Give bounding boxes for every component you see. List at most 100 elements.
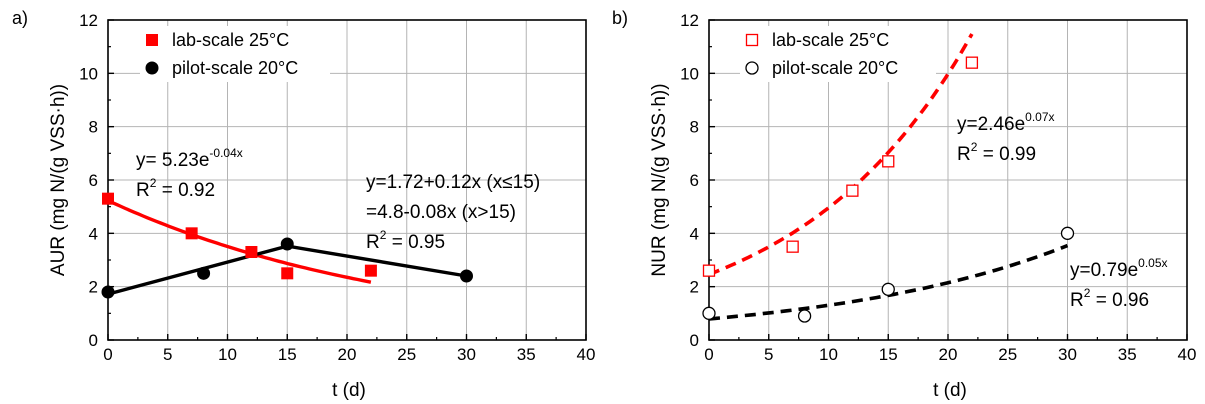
equation-text: y=1.72+0.12x (x≤15)	[366, 172, 540, 193]
x-tick-label: 0	[103, 345, 112, 364]
data-point-lab-scale	[102, 192, 114, 205]
equation-line: y=2.46e0.07x	[957, 110, 1055, 135]
equation-line: R2 = 0.96	[1070, 286, 1149, 311]
equation-line: y=1.72+0.12x (x≤15)	[366, 172, 540, 193]
data-point-pilot-scale	[881, 282, 895, 296]
panel-a: a) 0 5 10 15 20 25 30 35 40 0 2 4 6 8 10 12 t (d) AUR (mg …	[12, 8, 595, 401]
x-tick-label: 35	[517, 345, 536, 364]
x-tick-label: 25	[397, 345, 416, 364]
legend: lab-scale 25°C pilot-scale 20°C	[140, 26, 330, 82]
equation-text: y= 5.23e	[136, 150, 209, 171]
legend-marker	[146, 34, 158, 46]
data-point-pilot-scale	[797, 309, 812, 323]
equation-annotation: y=2.46e0.07x R2 = 0.99	[957, 110, 1055, 165]
y-tick-label: 2	[89, 278, 98, 297]
x-tick-label: 25	[998, 345, 1017, 364]
y-axis-title: AUR (mg N/(g VSS·h))	[48, 84, 69, 276]
panel-label: b)	[612, 8, 628, 28]
y-tick-label: 12	[79, 11, 98, 30]
y-tick-label: 0	[89, 331, 98, 350]
data-point-lab-scale	[185, 227, 198, 240]
data-point-lab-scale	[786, 240, 799, 253]
equation-line: R2 = 0.99	[957, 140, 1036, 165]
fit-line-lab-scale	[107, 198, 372, 284]
data-point-pilot-scale	[460, 269, 473, 283]
x-tick-label: 5	[764, 345, 773, 364]
data-point-lab-scale	[965, 56, 979, 69]
equation-text: = 0.92	[156, 180, 215, 201]
data-point-lab-scale	[846, 184, 859, 197]
equation-superscript: 0.07x	[1025, 110, 1054, 124]
x-tick-label: 20	[338, 345, 357, 364]
y-tick-label: 2	[690, 278, 699, 297]
equation-superscript: 2	[971, 140, 978, 154]
data-point-pilot-scale	[702, 306, 716, 320]
panel-label: a)	[12, 8, 28, 28]
y-tick-label: 8	[89, 118, 98, 137]
equation-annotation: y=1.72+0.12x (x≤15) =4.8-0.08x (x>15) R2 …	[366, 172, 540, 253]
data-point-pilot-scale	[197, 266, 211, 280]
equation-superscript: 2	[1084, 286, 1091, 300]
equation-superscript: 0.05x	[1138, 256, 1167, 270]
y-tick-label: 0	[690, 331, 699, 350]
equation-text: y=0.79e	[1070, 260, 1138, 281]
y-axis-title: NUR (mg N/(g VSS·h))	[649, 83, 670, 276]
data-point-lab-scale	[245, 246, 258, 258]
y-tick-label: 6	[690, 171, 699, 190]
equation-annotation: y=0.79e0.05x R2 = 0.96	[1070, 256, 1168, 311]
legend-marker	[745, 33, 759, 47]
data-point-lab-scale	[364, 264, 377, 277]
equation-line: y= 5.23e-0.04x	[136, 146, 243, 171]
legend-label: lab-scale 25°C	[172, 30, 289, 50]
x-tick-label: 30	[457, 345, 476, 364]
x-tick-label: 10	[218, 345, 237, 364]
x-tick-label: 40	[1178, 345, 1197, 364]
x-tick-label: 15	[879, 345, 898, 364]
data-point-lab-scale	[281, 267, 294, 280]
legend-label: lab-scale 25°C	[772, 30, 889, 50]
equation-line: R2 = 0.92	[136, 176, 215, 201]
y-tick-label: 8	[690, 118, 699, 137]
legend-marker	[745, 61, 759, 75]
x-tick-label: 0	[704, 345, 713, 364]
equation-text: R	[136, 180, 150, 201]
legend: lab-scale 25°C pilot-scale 20°C	[740, 26, 936, 82]
equation-text: y=2.46e	[957, 114, 1025, 135]
x-tick-label: 10	[819, 345, 838, 364]
equation-superscript: -0.04x	[209, 146, 242, 160]
panel-b: b) 0 5 10 15 20 25 30 35 40 0 2 4 6 8 10 12 t (d) NUR (mg …	[612, 8, 1196, 401]
legend-marker	[145, 61, 159, 75]
equation-superscript: 2	[380, 228, 387, 242]
equation-superscript: 2	[150, 176, 157, 190]
equation-text: = 0.96	[1090, 290, 1149, 311]
x-tick-label: 5	[163, 345, 172, 364]
y-tick-label: 12	[680, 11, 699, 30]
equation-line: y=0.79e0.05x	[1070, 256, 1168, 281]
x-tick-label: 40	[577, 345, 596, 364]
y-tick-label: 4	[690, 224, 699, 243]
equation-text: R	[1070, 290, 1084, 311]
x-axis-title: t (d)	[332, 380, 366, 401]
data-point-lab-scale	[702, 264, 716, 277]
y-tick-label: 10	[680, 64, 699, 83]
x-tick-label: 20	[939, 345, 958, 364]
legend-label: pilot-scale 20°C	[772, 58, 898, 78]
equation-annotation: y= 5.23e-0.04x R2 = 0.92	[136, 146, 243, 201]
data-point-lab-scale	[882, 155, 895, 168]
x-axis-title: t (d)	[933, 380, 967, 401]
legend-background	[740, 26, 936, 82]
equation-line: =4.8-0.08x (x>15)	[366, 202, 516, 223]
equation-text: =4.8-0.08x (x>15)	[366, 202, 516, 223]
fit-line-lab-scale	[708, 33, 974, 277]
data-point-pilot-scale	[101, 285, 115, 299]
data-point-pilot-scale	[1060, 226, 1075, 240]
equation-text: R	[366, 232, 380, 253]
y-tick-label: 6	[89, 171, 98, 190]
equation-text: = 0.95	[386, 232, 445, 253]
equation-text: R	[957, 144, 971, 165]
equation-line: R2 = 0.95	[366, 228, 445, 253]
y-tick-label: 4	[89, 224, 98, 243]
y-tick-label: 10	[79, 64, 98, 83]
legend-background	[140, 26, 330, 82]
